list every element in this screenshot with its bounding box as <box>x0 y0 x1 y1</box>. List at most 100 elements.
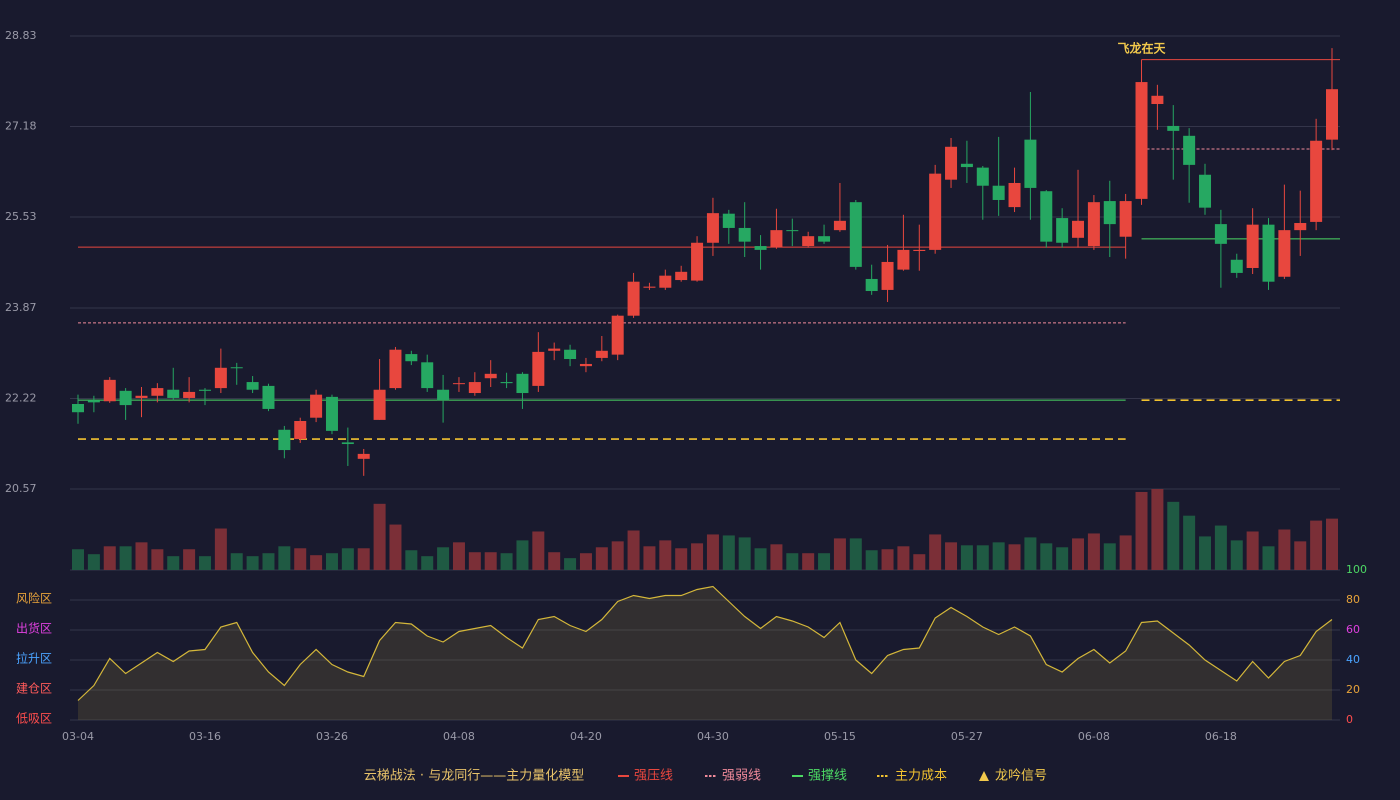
oscillator-line <box>77 585 1333 701</box>
candle-body <box>1326 89 1338 140</box>
candle-body <box>564 349 577 360</box>
legend-label: 强压线 <box>634 769 673 784</box>
x-tick-label: 04-30 <box>697 730 729 743</box>
volume-bar <box>1199 536 1212 570</box>
candle-body <box>1008 182 1021 208</box>
candle-body <box>770 230 783 248</box>
legend-label: 龙吟信号 <box>995 768 1047 784</box>
candle-body <box>262 385 275 409</box>
x-tick-label: 06-08 <box>1078 730 1110 743</box>
volume-bar <box>1056 547 1069 570</box>
volume-bar <box>1040 543 1053 570</box>
candle-body <box>881 261 894 290</box>
volume-bar <box>1278 529 1291 570</box>
candle-body <box>675 271 688 281</box>
candle-body <box>1310 140 1323 222</box>
zone-label: 低吸区 <box>16 712 52 726</box>
candle-body <box>357 453 370 459</box>
candle-body <box>389 349 402 389</box>
volume-bar <box>833 538 846 570</box>
volume-bar <box>881 549 894 570</box>
volume-bar <box>675 548 688 570</box>
candle-body <box>754 246 767 250</box>
volume-bar <box>1230 540 1243 570</box>
volume-bar <box>643 546 656 570</box>
x-tick-label: 06-18 <box>1205 730 1237 743</box>
volume-bar <box>1310 520 1323 570</box>
candle-body <box>595 350 608 358</box>
volume-bar <box>945 542 958 570</box>
candle-body <box>468 382 481 394</box>
y2-tick-label: 0 <box>1346 713 1353 726</box>
volume-bar <box>1008 544 1021 570</box>
volume-bar <box>1167 501 1180 570</box>
volume-bar <box>262 553 275 570</box>
candle-body <box>802 236 815 247</box>
volume-bar <box>405 550 418 570</box>
candle-body <box>1024 139 1037 188</box>
legend-title: 云梯战法 · 与龙同行——主力量化模型 <box>364 769 584 784</box>
candle-body <box>1183 135 1196 165</box>
candle-body <box>738 227 751 242</box>
volume-bar <box>929 534 942 570</box>
candle-body <box>627 281 640 316</box>
candle-body <box>246 382 259 390</box>
x-tick-label: 04-20 <box>570 730 602 743</box>
volume-bar <box>1183 515 1196 570</box>
candle-body <box>833 220 846 231</box>
y-tick-label: 20.57 <box>5 482 37 495</box>
candle-body <box>214 367 227 389</box>
oscillator-area <box>78 586 1332 720</box>
volume-bar <box>722 535 735 570</box>
candle-body <box>1056 218 1069 243</box>
candle-body <box>421 362 434 389</box>
volume-bar <box>500 553 513 570</box>
candle-body <box>151 388 164 396</box>
volume-bar <box>230 553 243 570</box>
volume-bar <box>516 540 529 570</box>
volume-bar <box>706 534 719 570</box>
y-tick-label: 22.22 <box>5 392 37 405</box>
volume-bar <box>389 524 402 570</box>
candle-body <box>1103 201 1116 225</box>
volume-bar <box>595 547 608 570</box>
candle-body <box>1230 259 1243 273</box>
volume-bar <box>1087 533 1100 570</box>
zone-label: 出货区 <box>16 621 52 636</box>
y2-tick-label: 60 <box>1346 623 1360 636</box>
candle-body <box>913 249 926 251</box>
legend-marker <box>979 771 989 781</box>
candle-body <box>1072 220 1085 238</box>
candle-body <box>1262 224 1275 282</box>
candle-body <box>786 230 799 232</box>
volume-bar <box>278 546 291 570</box>
candle-body <box>611 315 624 355</box>
volume-bar <box>373 503 386 570</box>
candle-body <box>1214 224 1227 244</box>
candle-body <box>691 242 704 281</box>
zone-label: 建仓区 <box>16 682 52 696</box>
volume-bar <box>818 553 831 570</box>
legend-label: 强撑线 <box>808 769 847 784</box>
volume-bar <box>548 552 561 570</box>
candle-body <box>945 146 958 180</box>
candle-body <box>1040 191 1053 242</box>
candle-body <box>405 354 418 362</box>
candle-body <box>1087 202 1100 247</box>
candle-body <box>135 395 148 398</box>
volume-bar <box>214 528 227 570</box>
candle-body <box>1151 95 1164 105</box>
volume-bar <box>1119 535 1132 570</box>
volume-bar <box>1103 543 1116 570</box>
volume-bar <box>294 548 307 570</box>
volume-bar <box>1151 489 1164 570</box>
candle-body <box>167 389 180 398</box>
x-tick-label: 05-27 <box>951 730 983 743</box>
volume-bar <box>849 538 862 570</box>
zone-label: 风险区 <box>16 591 52 606</box>
candle-body <box>1119 201 1132 237</box>
candle-body <box>579 363 592 367</box>
candle-body <box>230 367 243 369</box>
